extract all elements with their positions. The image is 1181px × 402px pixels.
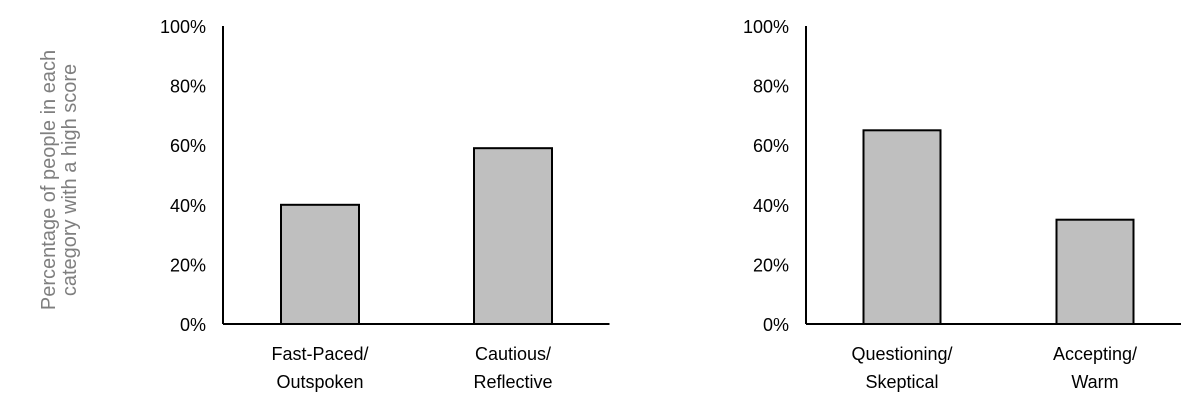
y-tick-label: 80% (170, 77, 206, 97)
x-tick-label: Questioning/Skeptical (851, 344, 952, 392)
chart-1: 0% 20% 40% 60% 80% 100% Fast-Paced/Outspoken Ca… (160, 17, 610, 392)
bar (473, 147, 553, 325)
y-axis-label-line: Percentage of people in each (38, 50, 60, 310)
y-tick-label: 60% (753, 136, 789, 156)
x-tick-label: Accepting/Warm (1053, 344, 1137, 392)
y-axis-label-line: category with a high score (59, 64, 81, 296)
y-tick-label: 80% (753, 77, 789, 97)
y-tick-label: 20% (170, 255, 206, 275)
bar (280, 203, 360, 325)
y-tick-label: 40% (753, 196, 789, 216)
y-tick-label: 60% (170, 136, 206, 156)
y-axis-label: Percentage of people in eachcategory wit… (38, 50, 81, 310)
x-tick-label: Fast-Paced/Outspoken (271, 344, 368, 392)
y-tick-label: 20% (753, 255, 789, 275)
bar (862, 129, 942, 325)
y-tick-label: 100% (743, 17, 789, 37)
chart-2: 0% 20% 40% 60% 80% 100% Questioning/Skeptical A… (743, 17, 1181, 392)
x-tick-label: Cautious/Reflective (473, 344, 552, 392)
y-tick-label: 0% (180, 315, 206, 335)
bar (1055, 218, 1135, 325)
y-tick-label: 100% (160, 17, 206, 37)
y-tick-label: 0% (763, 315, 789, 335)
y-tick-label: 40% (170, 196, 206, 216)
